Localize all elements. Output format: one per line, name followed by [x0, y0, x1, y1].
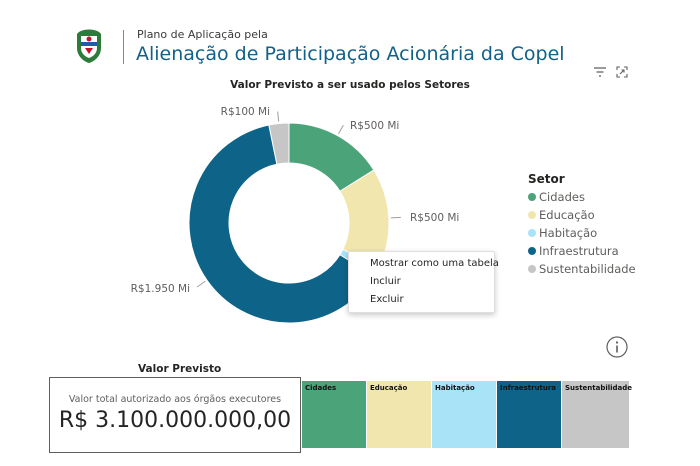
legend-label: Educação	[539, 208, 595, 222]
legend-color-dot	[528, 211, 536, 219]
legend-item-habitação[interactable]: Habitação	[528, 224, 636, 242]
legend-label: Infraestrutura	[539, 244, 619, 258]
legend-title: Setor	[528, 172, 565, 186]
treemap-tile-label: Educação	[370, 384, 408, 392]
context-menu: Mostrar como uma tabela Incluir Excluir	[348, 251, 499, 313]
leader-line-educação	[390, 216, 401, 219]
donut-slice-infraestrutura[interactable]	[188, 124, 375, 324]
legend-color-dot	[528, 247, 536, 255]
treemap-tile-label: Sustentabilidade	[565, 384, 633, 392]
legend-color-dot	[528, 265, 536, 273]
chart-title: Valor Previsto a ser usado pelos Setores	[230, 79, 470, 91]
kpi-value: R$ 3.100.000.000,00	[58, 408, 292, 433]
legend-item-cidades[interactable]: Cidades	[528, 188, 636, 206]
info-icon[interactable]	[606, 336, 628, 358]
treemap-tile-habitação[interactable]: Habitação	[432, 381, 496, 448]
header-subtitle: Plano de Aplicação pela	[137, 28, 268, 41]
card-heading: Valor Previsto	[138, 363, 222, 375]
kpi-card: Valor total autorizado aos órgãos execut…	[49, 377, 301, 453]
treemap-tile-label: Habitação	[435, 384, 475, 392]
data-label-sustentabilidade: R$100 Mi	[220, 106, 270, 118]
sector-treemap: Cidades Educação Habitação Infraestrutura Su…	[302, 381, 633, 448]
treemap-tile-infraestrutura[interactable]: Infraestrutura	[497, 381, 561, 448]
chart-legend: Setor Cidades Educação Habitação Infraestru…	[528, 172, 636, 278]
leader-line-infraestrutura	[196, 280, 206, 288]
legend-label: Cidades	[539, 190, 585, 204]
legend-color-dot	[528, 229, 536, 237]
menu-item-exclude[interactable]: Excluir	[370, 294, 404, 305]
legend-item-educação[interactable]: Educação	[528, 206, 636, 224]
legend-items: Cidades Educação Habitação Infraestrutura Su…	[528, 188, 636, 278]
filter-icon[interactable]	[593, 63, 607, 77]
legend-item-sustentabilidade[interactable]: Sustentabilidade	[528, 260, 636, 278]
legend-item-infraestrutura[interactable]: Infraestrutura	[528, 242, 636, 260]
page-title: Alienação de Participação Acionária da C…	[136, 43, 565, 65]
menu-item-show-as-table[interactable]: Mostrar como uma tabela	[370, 258, 499, 269]
data-label-cidades: R$500 Mi	[350, 120, 400, 132]
leader-line-cidades	[338, 124, 344, 135]
data-label-educação: R$500 Mi	[410, 212, 460, 224]
legend-label: Sustentabilidade	[539, 262, 636, 276]
header-divider	[123, 30, 124, 64]
treemap-tile-cidades[interactable]: Cidades	[302, 381, 366, 448]
legend-color-dot	[528, 193, 536, 201]
legend-label: Habitação	[539, 226, 598, 240]
treemap-tile-sustentabilidade[interactable]: Sustentabilidade	[562, 381, 633, 448]
treemap-tile-label: Cidades	[305, 384, 337, 392]
menu-item-include[interactable]: Incluir	[370, 276, 401, 287]
parana-coat-of-arms-logo	[74, 28, 104, 64]
treemap-tile-educação[interactable]: Educação	[367, 381, 431, 448]
donut-slice-sustentabilidade[interactable]	[268, 122, 290, 165]
leader-line-sustentabilidade	[277, 111, 280, 122]
focus-mode-icon[interactable]	[616, 63, 628, 78]
kpi-label: Valor total autorizado aos órgãos execut…	[68, 394, 282, 405]
data-label-infraestrutura: R$1.950 Mi	[130, 283, 190, 295]
treemap-tile-label: Infraestrutura	[500, 384, 557, 392]
